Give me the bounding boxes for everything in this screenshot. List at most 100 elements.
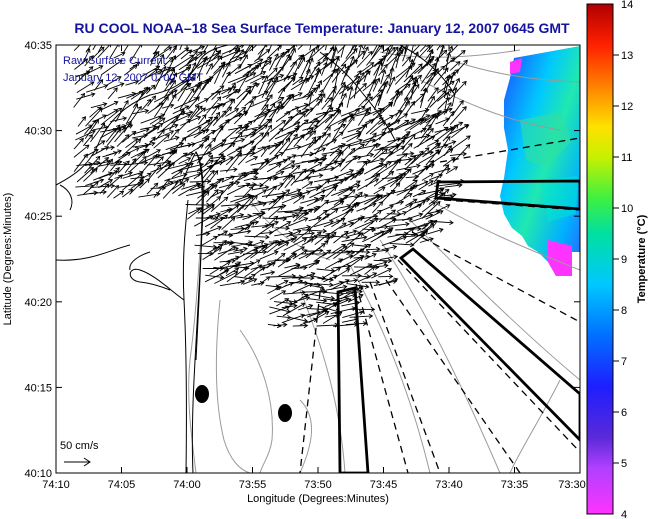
current-vector [139, 178, 150, 189]
current-vector-head [315, 83, 321, 89]
current-vector-head [277, 45, 282, 49]
current-vector [324, 297, 349, 308]
current-vector-head [342, 92, 347, 98]
current-vector [261, 94, 273, 111]
current-vector [333, 195, 348, 206]
current-vector-head [215, 104, 220, 110]
current-vector [395, 228, 421, 231]
current-vector-head [239, 48, 244, 54]
current-vector [126, 87, 149, 99]
current-vector [451, 78, 460, 93]
current-vector-head [248, 240, 254, 246]
colorbar-label: Temperature (°C) [636, 214, 648, 303]
current-vector [323, 104, 332, 118]
current-vector [364, 210, 382, 223]
current-vector [211, 105, 220, 116]
current-vector-head [210, 130, 216, 135]
current-vector-head [240, 137, 246, 143]
current-vector [250, 82, 257, 94]
current-vector-head [156, 149, 161, 154]
current-vector-head [343, 194, 349, 200]
current-vector [180, 116, 201, 126]
current-vector-head [348, 186, 354, 192]
current-vector [333, 230, 349, 244]
current-vector-head [435, 200, 441, 206]
y-tick-label: 40:25 [24, 211, 52, 223]
current-vector-head [151, 95, 157, 101]
current-vector-head [403, 153, 408, 158]
current-vector [121, 138, 142, 157]
current-vector [242, 186, 254, 198]
current-vector [300, 136, 317, 158]
current-vector [221, 71, 231, 86]
current-vector-head [276, 163, 282, 168]
current-vector [145, 136, 156, 149]
current-vector-head [306, 228, 312, 234]
current-vector-head [290, 164, 296, 170]
current-vector-head [246, 85, 252, 91]
current-vector-head [85, 70, 91, 76]
current-vector-head [374, 178, 380, 183]
current-vector [253, 223, 275, 238]
current-vector [373, 259, 392, 262]
current-vector [131, 151, 146, 165]
current-vector [196, 79, 209, 99]
current-vector [253, 104, 269, 123]
current-vector [277, 174, 293, 179]
current-vector [94, 79, 103, 91]
current-vector [403, 234, 425, 238]
current-vector-head [336, 36, 340, 40]
current-vector-head [88, 134, 93, 139]
current-vector [347, 70, 362, 92]
current-vector [393, 91, 400, 107]
current-vector [329, 144, 343, 157]
current-vector-head [452, 192, 457, 198]
current-vector [185, 50, 198, 67]
current-vectors [73, 36, 471, 329]
current-vector [331, 82, 346, 102]
current-vector-head [353, 278, 359, 284]
current-vector-head [421, 127, 427, 133]
current-vector-head [362, 160, 368, 166]
current-vector-head [216, 96, 222, 101]
current-vector-head [444, 188, 450, 194]
current-vector-head [252, 182, 257, 188]
current-vector-head [398, 90, 403, 96]
current-vector [313, 114, 333, 131]
current-vector [130, 149, 148, 159]
current-vector [154, 117, 166, 126]
current-vector-head [193, 57, 198, 62]
current-vector [139, 142, 155, 149]
current-vector-head [216, 49, 222, 55]
current-vector [386, 77, 396, 94]
current-vector [436, 45, 442, 51]
current-vector-head [308, 127, 314, 133]
current-vector-head [285, 175, 291, 180]
current-vector-head [286, 110, 291, 116]
current-vector-head [290, 160, 296, 165]
current-vector-head [300, 56, 306, 62]
current-vector [283, 238, 307, 251]
current-vector [173, 97, 198, 110]
current-vector [253, 266, 266, 276]
current-vector [282, 121, 300, 132]
current-vector-head [265, 234, 270, 240]
current-vector [187, 96, 200, 110]
current-vector-head [219, 153, 224, 158]
current-vector [225, 267, 239, 277]
current-vector [395, 97, 409, 117]
current-vector [301, 181, 313, 189]
current-vector [206, 189, 219, 203]
current-vector [84, 119, 97, 135]
current-vector [244, 45, 251, 54]
current-vector-head [208, 116, 214, 122]
current-vector-head [231, 245, 237, 250]
current-vector-head [259, 182, 264, 188]
colorbar-tick-label: 5 [621, 458, 627, 470]
current-vector [325, 245, 348, 260]
current-vector-head [259, 280, 265, 286]
current-vector-head [113, 170, 119, 175]
current-vector [162, 181, 178, 189]
current-vector [324, 110, 341, 131]
current-vector-head [292, 253, 298, 258]
